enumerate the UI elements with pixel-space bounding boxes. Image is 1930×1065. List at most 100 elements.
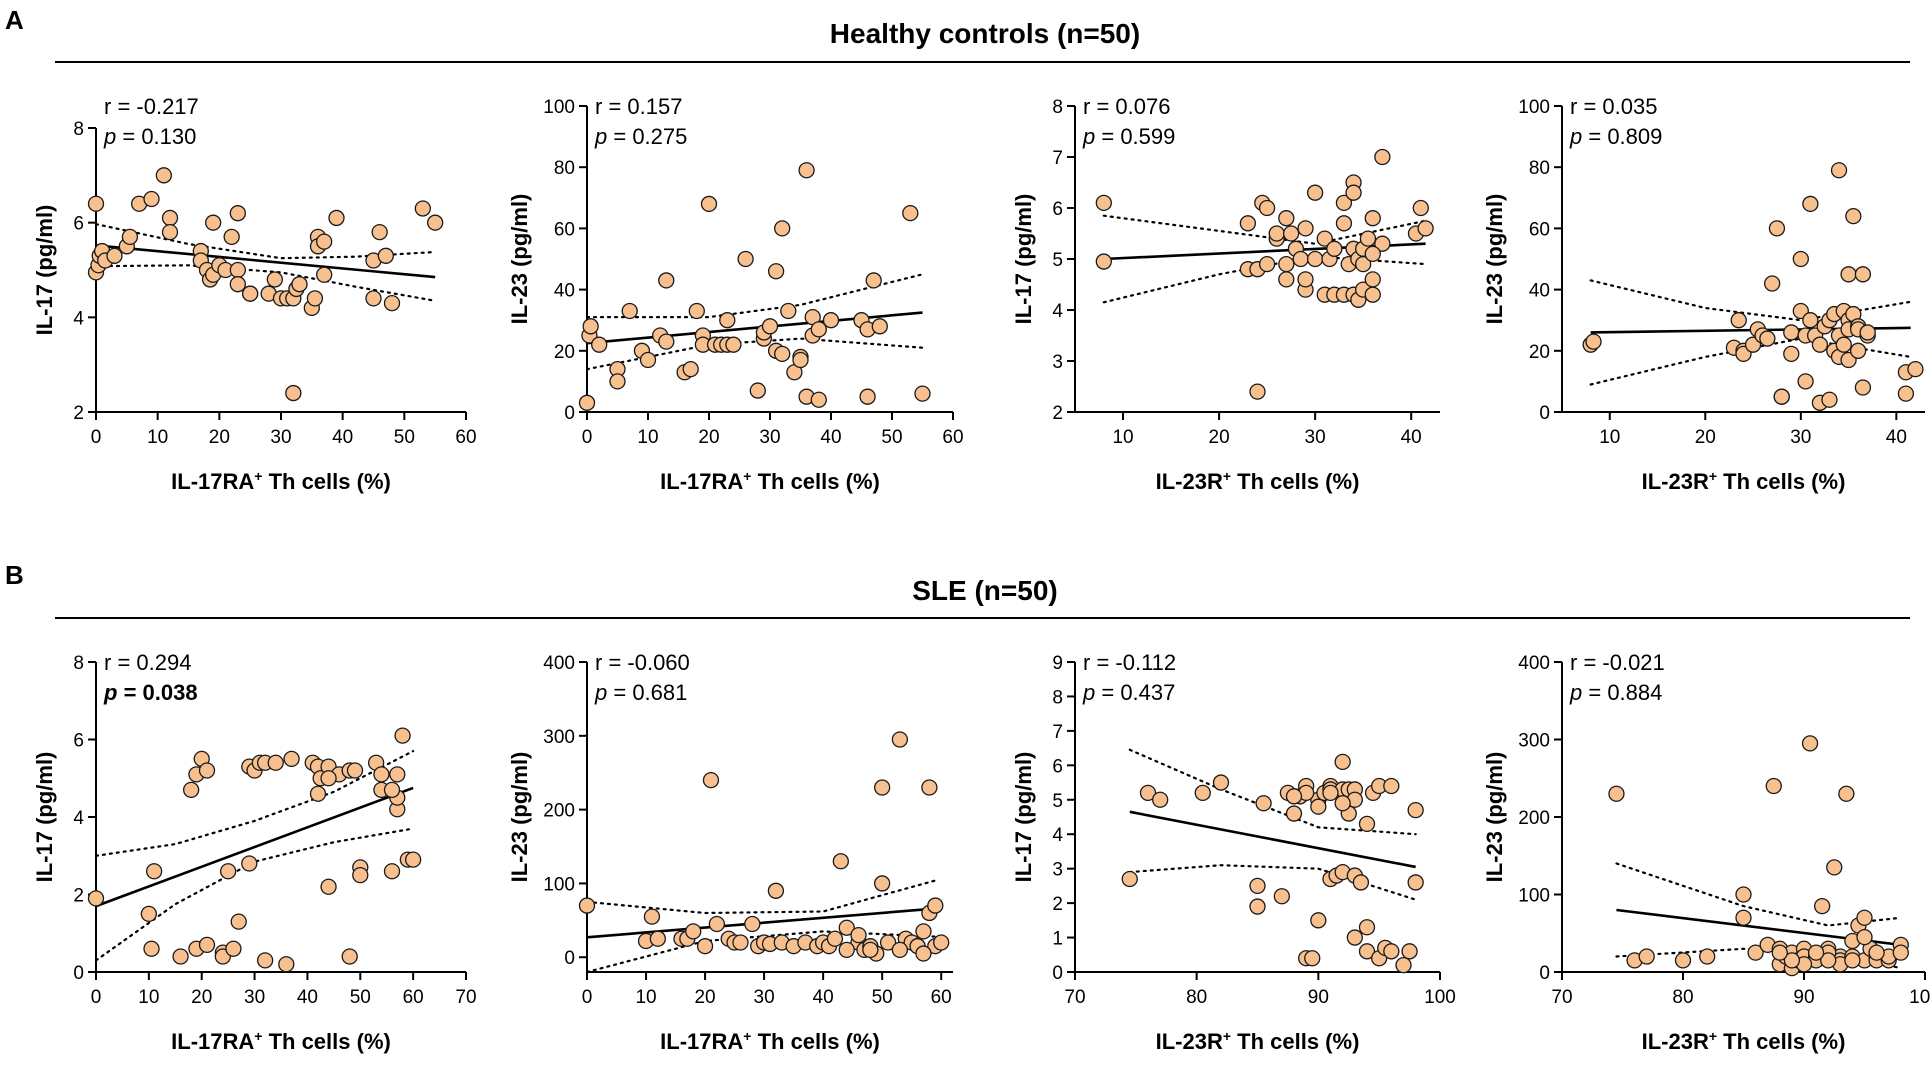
y-tick-label: 3 [1052, 860, 1063, 881]
data-point [404, 851, 422, 868]
data-point [1304, 950, 1321, 967]
data-point [1765, 777, 1782, 795]
y-axis-label: IL-23 (pg/ml) [1482, 752, 1507, 883]
data-point [383, 294, 401, 312]
data-point [1346, 929, 1363, 946]
data-point [352, 866, 369, 884]
x-tick-label: 20 [209, 427, 230, 448]
data-point [1374, 235, 1391, 252]
y-tick-label: 20 [1529, 342, 1550, 363]
y-tick-label: 7 [1052, 148, 1063, 169]
data-point [737, 250, 754, 268]
data-point [1285, 788, 1303, 805]
plot-a4: 10 20 30 40 0 20 40 60 80 100 IL-23 (pg/ml) IL-23R+… [1482, 94, 1925, 494]
x-tick-label: 0 [91, 987, 102, 1008]
y-tick-label: 0 [1052, 963, 1063, 984]
x-tick-label: 0 [582, 987, 593, 1008]
data-point [1417, 220, 1434, 237]
y-tick-label: 40 [554, 281, 575, 302]
data-point [1830, 162, 1848, 179]
data-point [862, 941, 879, 959]
y-tick-label: 200 [543, 801, 575, 822]
r-value: r = 0.294 [104, 650, 191, 675]
y-tick-label: 0 [564, 403, 575, 424]
x-axis-label-sup: + [743, 1028, 751, 1044]
x-axis-label-main: IL-23R [1642, 469, 1709, 494]
y-tick-label: 8 [73, 653, 84, 674]
x-tick-label: 80 [1672, 987, 1693, 1008]
data-point [328, 209, 345, 227]
x-tick-label: 20 [698, 427, 719, 448]
data-point [182, 781, 200, 799]
x-tick-label: 10 [635, 987, 656, 1008]
plot-a2: 0 10 20 30 40 50 60 0 20 40 60 80 100 IL-23 (pg/ml) IL… [507, 94, 964, 494]
data-point [266, 271, 283, 288]
y-tick-label: 8 [1052, 97, 1063, 118]
data-point [1407, 801, 1424, 819]
data-point [838, 941, 855, 959]
y-tick-label: 8 [1052, 687, 1063, 708]
data-point [1285, 805, 1303, 822]
x-tick-label: 80 [1186, 987, 1207, 1008]
data-point [1792, 250, 1809, 268]
data-point [1907, 361, 1924, 378]
data-point [1258, 255, 1276, 273]
y-tick-label: 0 [1539, 963, 1550, 984]
data-point [87, 195, 105, 212]
y-tick-label: 1 [1052, 929, 1063, 950]
data-point [850, 926, 867, 944]
data-point [1358, 943, 1376, 960]
data-point [798, 162, 815, 179]
data-point [1820, 952, 1837, 969]
data-point [1807, 944, 1825, 961]
r-value: r = 0.157 [595, 94, 682, 119]
section-a-letter: A [5, 5, 24, 35]
data-point [373, 766, 390, 783]
x-tick-label: 90 [1308, 987, 1329, 1008]
data-point [1334, 753, 1351, 771]
section-b-letter: B [5, 560, 24, 590]
data-point [1255, 795, 1272, 812]
x-axis-label-sup: + [743, 468, 751, 484]
x-axis-label-sup: + [1223, 1028, 1231, 1044]
data-point [427, 214, 444, 231]
data-point [915, 945, 932, 962]
p-symbol: p [594, 680, 607, 705]
y-tick-label: 3 [1052, 352, 1063, 373]
data-point [1095, 253, 1112, 270]
data-point [1364, 210, 1381, 227]
x-axis-label-main: IL-23R [1642, 1029, 1709, 1054]
data-point [394, 727, 411, 744]
y-tick-label: 5 [1052, 791, 1063, 812]
y-tick-label: 4 [1052, 301, 1063, 322]
x-axis-label: IL-17RA+ Th cells (%) [171, 468, 391, 494]
data-point [1735, 886, 1752, 903]
data-point [767, 263, 785, 280]
data-point [1326, 240, 1343, 257]
data-point [1273, 888, 1290, 905]
y-tick-label: 300 [543, 727, 575, 748]
x-axis-label-sup: + [254, 468, 262, 484]
y-tick-label: 9 [1052, 653, 1063, 674]
y-axis-label: IL-23 (pg/ml) [507, 752, 532, 883]
data-point [414, 200, 431, 217]
data-point [810, 391, 827, 408]
x-axis-label: IL-17RA+ Th cells (%) [171, 1028, 391, 1054]
data-point [320, 878, 337, 895]
p-symbol: p [103, 680, 117, 705]
data-point [1608, 785, 1625, 802]
data-point [879, 934, 897, 951]
section-b-rule [55, 617, 1910, 619]
ci-lower-line [1128, 864, 1417, 901]
y-tick-label: 60 [554, 219, 575, 240]
data-point [874, 875, 891, 892]
data-point [291, 276, 308, 293]
data-point [1838, 785, 1855, 802]
data-point [161, 223, 179, 241]
data-point [578, 897, 596, 914]
data-point [306, 290, 324, 307]
y-tick-label: 0 [564, 948, 575, 969]
x-tick-label: 40 [813, 987, 834, 1008]
y-tick-label: 80 [554, 158, 575, 179]
